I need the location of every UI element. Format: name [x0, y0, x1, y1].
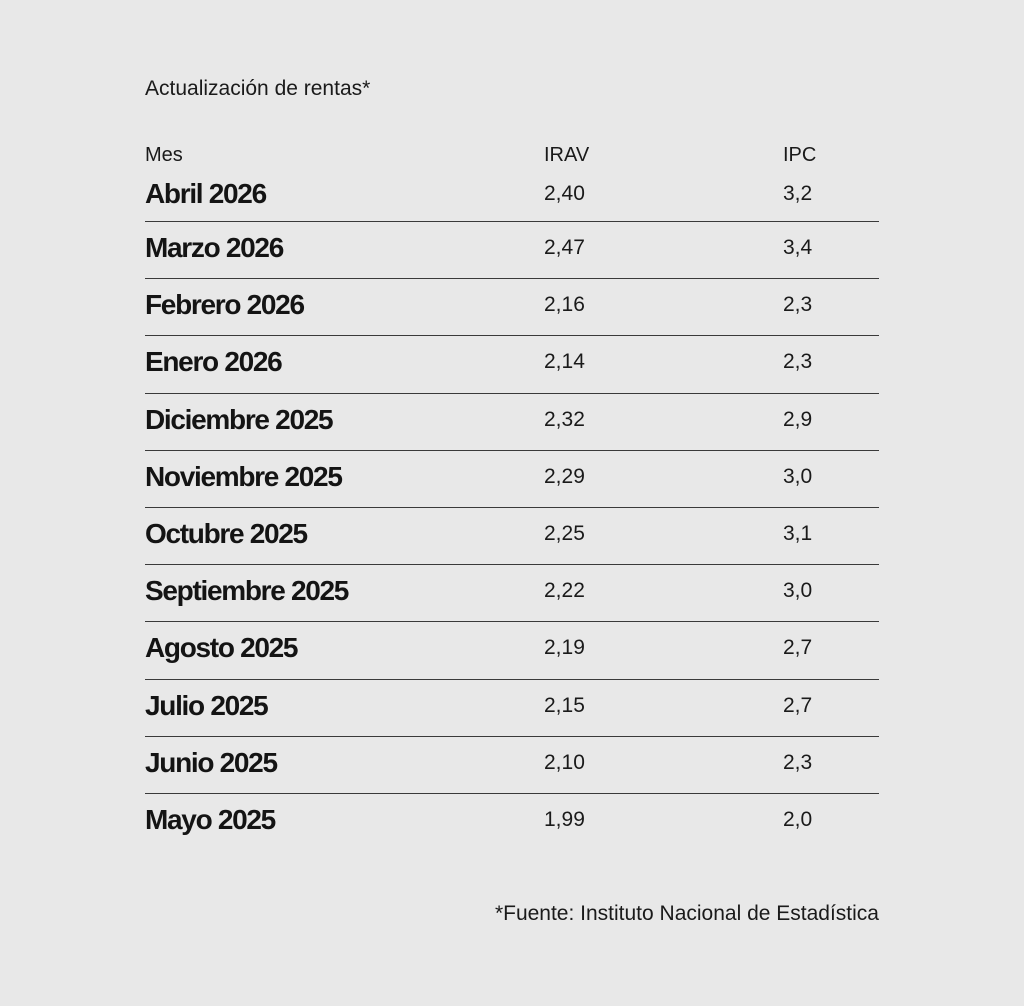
cell-mes: Marzo 2026 [145, 232, 284, 263]
cell-ipc: 2,3 [783, 293, 813, 317]
cell-irav: 2,16 [544, 293, 585, 317]
cell-mes: Noviembre 2025 [145, 460, 343, 492]
cell-ipc: 2,3 [783, 350, 813, 374]
cell-irav: 2,40 [544, 182, 585, 205]
table-row: Junio 2025 2,10 2,3 [145, 737, 879, 794]
cell-mes: Diciembre 2025 [145, 403, 334, 435]
cell-irav: 2,14 [544, 350, 585, 374]
cell-ipc: 2,9 [783, 407, 813, 431]
cell-irav: 2,22 [544, 579, 585, 603]
rent-update-table: Mes IRAV IPC Abril 2026 2,40 3,2 Marzo 2026… [145, 140, 879, 851]
cell-ipc: 2,0 [783, 807, 813, 831]
table-row: Diciembre 2025 2,32 2,9 [145, 394, 879, 451]
cell-irav: 2,19 [544, 636, 585, 660]
cell-mes: Julio 2025 [145, 689, 269, 721]
cell-irav: 2,47 [544, 236, 585, 259]
cell-mes: Octubre 2025 [145, 517, 308, 549]
table-body: Abril 2026 2,40 3,2 Marzo 2026 2,47 3,4 Febrer… [145, 170, 879, 851]
table-row: Septiembre 2025 2,22 3,0 [145, 565, 879, 623]
cell-ipc: 2,7 [783, 636, 813, 660]
table-row: Febrero 2026 2,16 2,3 [145, 279, 879, 337]
table-row: Enero 2026 2,14 2,3 [145, 336, 879, 394]
cell-irav: 1,99 [544, 807, 585, 831]
table-row: Mayo 2025 1,99 2,0 [145, 794, 879, 851]
header-mes: Mes [145, 144, 183, 166]
cell-ipc: 2,7 [783, 693, 813, 717]
cell-mes: Enero 2026 [145, 346, 283, 378]
table-row: Agosto 2025 2,19 2,7 [145, 622, 879, 680]
cell-ipc: 3,4 [783, 236, 813, 259]
cell-ipc: 3,0 [783, 579, 813, 603]
table-row: Noviembre 2025 2,29 3,0 [145, 451, 879, 508]
cell-irav: 2,32 [544, 407, 585, 431]
table-row: Marzo 2026 2,47 3,4 [145, 222, 879, 280]
cell-mes: Abril 2026 [145, 178, 267, 209]
cell-mes: Agosto 2025 [145, 632, 299, 664]
cell-ipc: 2,3 [783, 750, 813, 774]
cell-irav: 2,29 [544, 464, 585, 488]
header-irav: IRAV [544, 144, 590, 166]
cell-irav: 2,10 [544, 750, 585, 774]
cell-ipc: 3,0 [783, 464, 813, 488]
cell-mes: Febrero 2026 [145, 289, 305, 321]
table-title: Actualización de rentas* [145, 77, 371, 100]
cell-irav: 2,25 [544, 521, 585, 545]
cell-mes: Junio 2025 [145, 746, 278, 778]
table-row: Octubre 2025 2,25 3,1 [145, 508, 879, 566]
cell-ipc: 3,2 [783, 182, 813, 205]
cell-ipc: 3,1 [783, 521, 813, 545]
source-footnote: *Fuente: Instituto Nacional de Estadísti… [494, 902, 879, 925]
cell-irav: 2,15 [544, 693, 585, 717]
header-ipc: IPC [783, 144, 817, 166]
table-row: Julio 2025 2,15 2,7 [145, 680, 879, 737]
cell-mes: Mayo 2025 [145, 803, 276, 835]
cell-mes: Septiembre 2025 [145, 575, 349, 607]
table-row: Abril 2026 2,40 3,2 [145, 170, 879, 222]
table-header: Mes IRAV IPC [145, 140, 879, 170]
